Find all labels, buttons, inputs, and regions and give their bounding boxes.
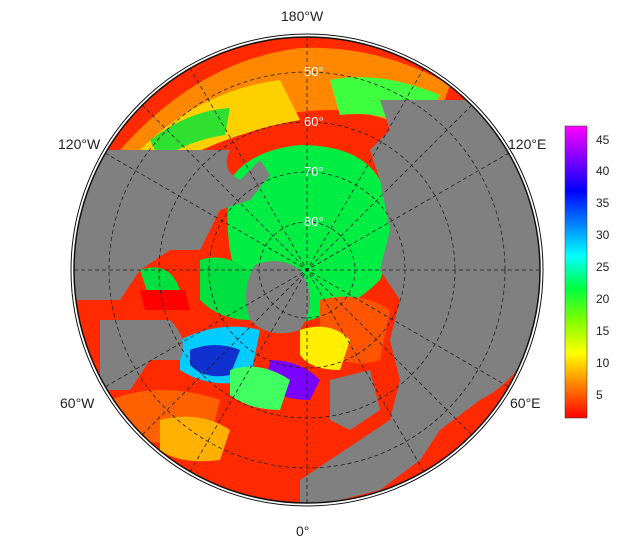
- lat-label-80: 80°: [304, 214, 324, 229]
- lon-label-120e: 120°E: [508, 136, 547, 152]
- colorbar-tick: 25: [596, 260, 610, 274]
- map-frame: [73, 36, 541, 504]
- colorbar-tick: 45: [596, 133, 610, 147]
- lat-label-70: 70°: [304, 164, 324, 179]
- colorbar-tick: 5: [596, 388, 603, 402]
- ocean-data-field: [74, 37, 540, 503]
- map-outer-frame: [70, 33, 544, 507]
- colorbar-tick: 40: [596, 164, 610, 178]
- colorbar-tick: 15: [596, 324, 610, 338]
- lon-label-120w: 120°W: [58, 136, 101, 152]
- colorbar-tick: 20: [596, 292, 610, 306]
- colorbar-tick: 10: [596, 356, 610, 370]
- colorbar-tick: 35: [596, 196, 610, 210]
- lon-label-60e: 60°E: [510, 395, 541, 411]
- lon-label-60w: 60°W: [60, 395, 95, 411]
- lat-label-50: 50°: [304, 64, 324, 79]
- graticule: [74, 37, 540, 503]
- colorbar: [564, 125, 588, 419]
- lat-label-60: 60°: [304, 114, 324, 129]
- colorbar-tick: 30: [596, 228, 610, 242]
- lon-label-180w: 180°W: [281, 8, 324, 24]
- lon-label-0: 0°: [296, 523, 310, 539]
